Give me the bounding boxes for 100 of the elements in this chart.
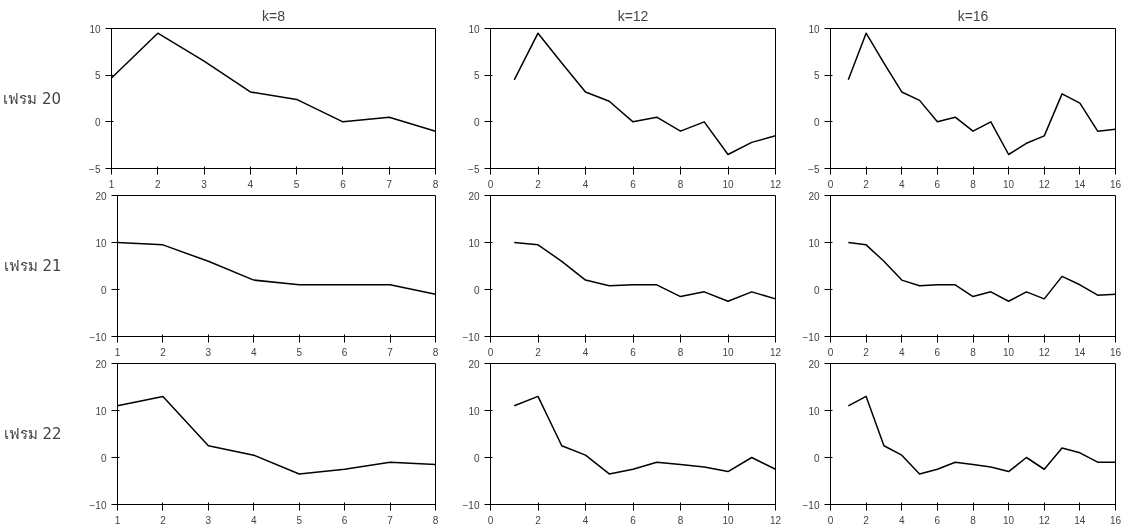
- x-tick-label: 3: [205, 514, 212, 526]
- x-tick-label: 8: [432, 514, 439, 526]
- x-tick-label: 4: [582, 514, 589, 526]
- x-tick-label: 10: [1003, 178, 1015, 190]
- x-tick-label: 1: [114, 514, 121, 526]
- x-tick-label: 1: [108, 178, 115, 190]
- y-tick-label: 20: [95, 358, 107, 370]
- x-tick-label: 4: [247, 178, 254, 190]
- line-series: [847, 32, 1116, 156]
- y-tick-label: −10: [802, 499, 820, 511]
- x-tick-label: 6: [341, 514, 348, 526]
- x-tick-label: 2: [535, 514, 542, 526]
- y-tick-label: 20: [468, 358, 480, 370]
- y-tick-label: −5: [89, 163, 101, 175]
- x-tick-label: 7: [386, 178, 393, 190]
- x-tick-label: 6: [934, 514, 941, 526]
- x-tick-label: 4: [251, 346, 257, 358]
- x-tick-label: 16: [1109, 178, 1122, 190]
- x-tick-label: 2: [160, 346, 167, 358]
- x-tick-label: 1: [114, 346, 121, 358]
- x-tick-label: 8: [970, 178, 977, 190]
- x-tick-label: 14: [1074, 346, 1086, 358]
- x-tick-label: 0: [827, 346, 834, 358]
- x-tick-label: 12: [1038, 514, 1051, 526]
- x-tick-label: 4: [582, 346, 589, 358]
- x-tick-label: 0: [827, 514, 834, 526]
- line-series: [513, 241, 776, 302]
- x-tick-label: 4: [898, 346, 905, 358]
- x-tick-label: 6: [934, 346, 941, 358]
- y-tick-label: 10: [95, 237, 107, 249]
- x-tick-label: 8: [677, 346, 684, 358]
- y-tick-label: 0: [473, 116, 480, 128]
- x-tick-label: 14: [1074, 514, 1086, 526]
- x-tick-label: 12: [769, 514, 782, 526]
- x-tick-label: 2: [863, 346, 870, 358]
- x-tick-label: 2: [535, 346, 542, 358]
- x-tick-label: 10: [722, 514, 734, 526]
- y-tick-label: 0: [94, 116, 101, 128]
- x-tick-label: 10: [1003, 514, 1015, 526]
- x-tick-label: 2: [155, 178, 161, 190]
- x-tick-label: 12: [1038, 178, 1051, 190]
- x-tick-label: 6: [934, 178, 941, 190]
- y-tick-label: −10: [89, 331, 107, 343]
- x-tick-label: 8: [677, 178, 684, 190]
- y-tick-label: 5: [94, 70, 101, 82]
- x-tick-label: 8: [677, 514, 684, 526]
- x-tick-label: 16: [1109, 514, 1122, 526]
- y-tick-label: 5: [813, 70, 820, 82]
- x-tick-label: 6: [630, 514, 637, 526]
- y-tick-label: 20: [95, 190, 107, 202]
- y-tick-label: 10: [468, 23, 480, 35]
- x-tick-label: 8: [432, 346, 439, 358]
- x-tick-label: 6: [630, 178, 637, 190]
- y-tick-label: 20: [808, 358, 820, 370]
- x-tick-label: 6: [341, 346, 348, 358]
- x-tick-label: 0: [487, 178, 494, 190]
- y-tick-label: 0: [473, 452, 480, 464]
- x-tick-label: 5: [293, 178, 300, 190]
- x-tick-label: 8: [432, 178, 439, 190]
- x-tick-label: 4: [898, 514, 905, 526]
- y-tick-label: 10: [468, 405, 480, 417]
- y-tick-label: 10: [95, 405, 107, 417]
- x-tick-label: 2: [160, 514, 167, 526]
- x-tick-label: 5: [296, 346, 303, 358]
- line-series: [847, 395, 1116, 475]
- chart-title: k=12: [617, 7, 649, 24]
- y-axis-title: เฟรม 21: [3, 257, 62, 275]
- x-tick-label: 3: [205, 346, 212, 358]
- y-tick-label: −10: [802, 331, 820, 343]
- x-tick-label: 12: [769, 346, 782, 358]
- chart-title: k=16: [957, 7, 989, 24]
- x-tick-label: 7: [387, 514, 394, 526]
- x-tick-label: 0: [487, 346, 494, 358]
- x-tick-label: 12: [769, 178, 782, 190]
- x-tick-label: 14: [1074, 178, 1086, 190]
- x-tick-label: 4: [582, 178, 589, 190]
- y-tick-label: −5: [808, 163, 820, 175]
- x-tick-label: 2: [535, 178, 542, 190]
- y-tick-label: 10: [808, 23, 820, 35]
- y-tick-label: −10: [462, 331, 480, 343]
- x-tick-label: 5: [296, 514, 303, 526]
- chart-title: k=8: [262, 7, 286, 24]
- y-tick-label: 20: [808, 190, 820, 202]
- x-tick-label: 0: [487, 514, 494, 526]
- x-tick-label: 2: [863, 178, 870, 190]
- y-tick-label: 10: [808, 405, 820, 417]
- x-tick-label: 3: [201, 178, 208, 190]
- x-tick-label: 6: [340, 178, 347, 190]
- x-tick-label: 2: [863, 514, 870, 526]
- y-tick-label: 5: [473, 70, 480, 82]
- x-tick-label: 16: [1109, 346, 1122, 358]
- y-tick-label: 10: [89, 23, 101, 35]
- y-tick-label: 0: [813, 452, 820, 464]
- x-tick-label: 10: [1003, 346, 1015, 358]
- x-tick-label: 12: [1038, 346, 1051, 358]
- y-tick-label: 10: [808, 237, 820, 249]
- x-tick-label: 10: [722, 346, 734, 358]
- y-tick-label: 0: [813, 116, 820, 128]
- y-axis-title: เฟรม 22: [3, 425, 62, 443]
- x-tick-label: 6: [630, 346, 637, 358]
